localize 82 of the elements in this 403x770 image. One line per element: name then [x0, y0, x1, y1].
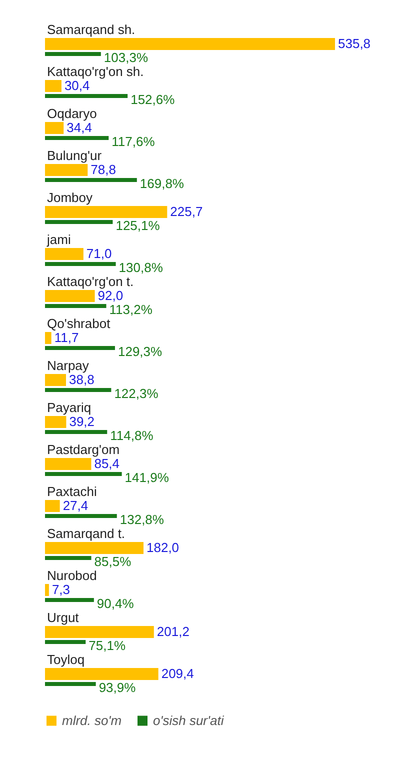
data-label: 34,4: [66, 120, 92, 135]
bar: [45, 38, 335, 50]
bar: [45, 346, 115, 350]
data-label: 125,1%: [116, 218, 160, 233]
y-tick-label: Samarqand sh.: [47, 22, 136, 37]
bar: [45, 122, 64, 134]
bar: [45, 500, 60, 512]
y-tick-label: Toyloq: [47, 652, 85, 667]
data-label: 78,8: [90, 162, 116, 177]
bar: [45, 374, 66, 386]
y-tick-label: Qo'shrabot: [47, 316, 111, 331]
data-label: 38,8: [69, 372, 94, 387]
data-label: 93,9%: [98, 680, 136, 695]
bar: [45, 598, 94, 602]
bar: [45, 164, 88, 176]
y-tick-label: Kattaqo'rg'on sh.: [47, 64, 144, 79]
bar: [45, 626, 154, 638]
data-label: 152,6%: [130, 92, 176, 107]
data-label: 117,6%: [112, 134, 156, 149]
y-tick-label: Urgut: [47, 610, 80, 625]
data-label: 85,5%: [94, 554, 132, 569]
y-tick-label: Samarqand t.: [47, 526, 126, 541]
bar: [45, 332, 52, 344]
bar: [45, 584, 49, 596]
data-label: 103,3%: [104, 50, 148, 65]
data-label: 182,0: [146, 540, 180, 555]
bar: [45, 52, 101, 56]
y-tick-label: Jomboy: [47, 190, 94, 205]
y-tick-label: Nurobod: [47, 568, 97, 583]
bar: [45, 514, 117, 518]
y-tick-label: Paxtachi: [47, 484, 97, 499]
bar: [45, 178, 137, 182]
bar: [45, 80, 62, 92]
bar: [45, 640, 86, 644]
data-label: 122,3%: [114, 386, 159, 401]
bar: [45, 472, 122, 476]
data-label: 113,2%: [109, 302, 153, 317]
y-tick-label: jami: [46, 232, 71, 247]
bar: [45, 542, 144, 554]
data-label: 85,4: [94, 456, 120, 471]
bar: [45, 668, 158, 680]
y-tick-label: Pastdarg'om: [47, 442, 120, 457]
legend-label: o'sish sur'ati: [153, 712, 225, 728]
data-label: 129,3%: [118, 344, 163, 359]
data-label: 130,8%: [118, 260, 164, 275]
bar: [45, 416, 66, 428]
data-label: 39,2: [69, 414, 95, 429]
y-tick-label: Payariq: [47, 400, 92, 415]
data-label: 132,8%: [120, 512, 164, 527]
bar: [45, 220, 113, 224]
data-label: 535,8: [338, 36, 371, 51]
data-label: 169,8%: [140, 176, 184, 191]
legend-label: mlrd. so'm: [62, 712, 122, 728]
data-label: 90,4%: [96, 596, 134, 611]
y-tick-label: Bulung'ur: [47, 148, 102, 163]
data-label: 11,7: [54, 330, 79, 345]
data-label: 75,1%: [88, 638, 126, 653]
data-label: 141,9%: [124, 470, 170, 485]
data-label: 209,4: [161, 666, 194, 681]
bar: [45, 556, 92, 560]
bar: [45, 388, 112, 392]
bar: [45, 430, 108, 434]
data-label: 201,2: [156, 624, 190, 639]
data-label: 71,0: [86, 246, 112, 261]
bar: [45, 248, 84, 260]
bar: [45, 136, 109, 140]
y-tick-label: Narpay: [47, 358, 90, 373]
bar: [45, 206, 168, 218]
data-label: 225,7: [170, 204, 203, 219]
bar: [45, 458, 92, 470]
bar: [45, 290, 95, 302]
y-tick-label: Oqdaryo: [47, 106, 97, 121]
bar: [45, 94, 128, 98]
data-label: 27,4: [62, 498, 88, 513]
data-label: 30,4: [64, 78, 90, 93]
bar: [45, 682, 96, 686]
data-label: 114,8%: [110, 428, 154, 443]
bar: [45, 262, 116, 266]
data-label: 92,0: [98, 288, 124, 303]
y-tick-label: Kattaqo'rg'on t.: [47, 274, 134, 289]
data-label: 7,3: [52, 582, 70, 597]
bar: [45, 304, 106, 308]
